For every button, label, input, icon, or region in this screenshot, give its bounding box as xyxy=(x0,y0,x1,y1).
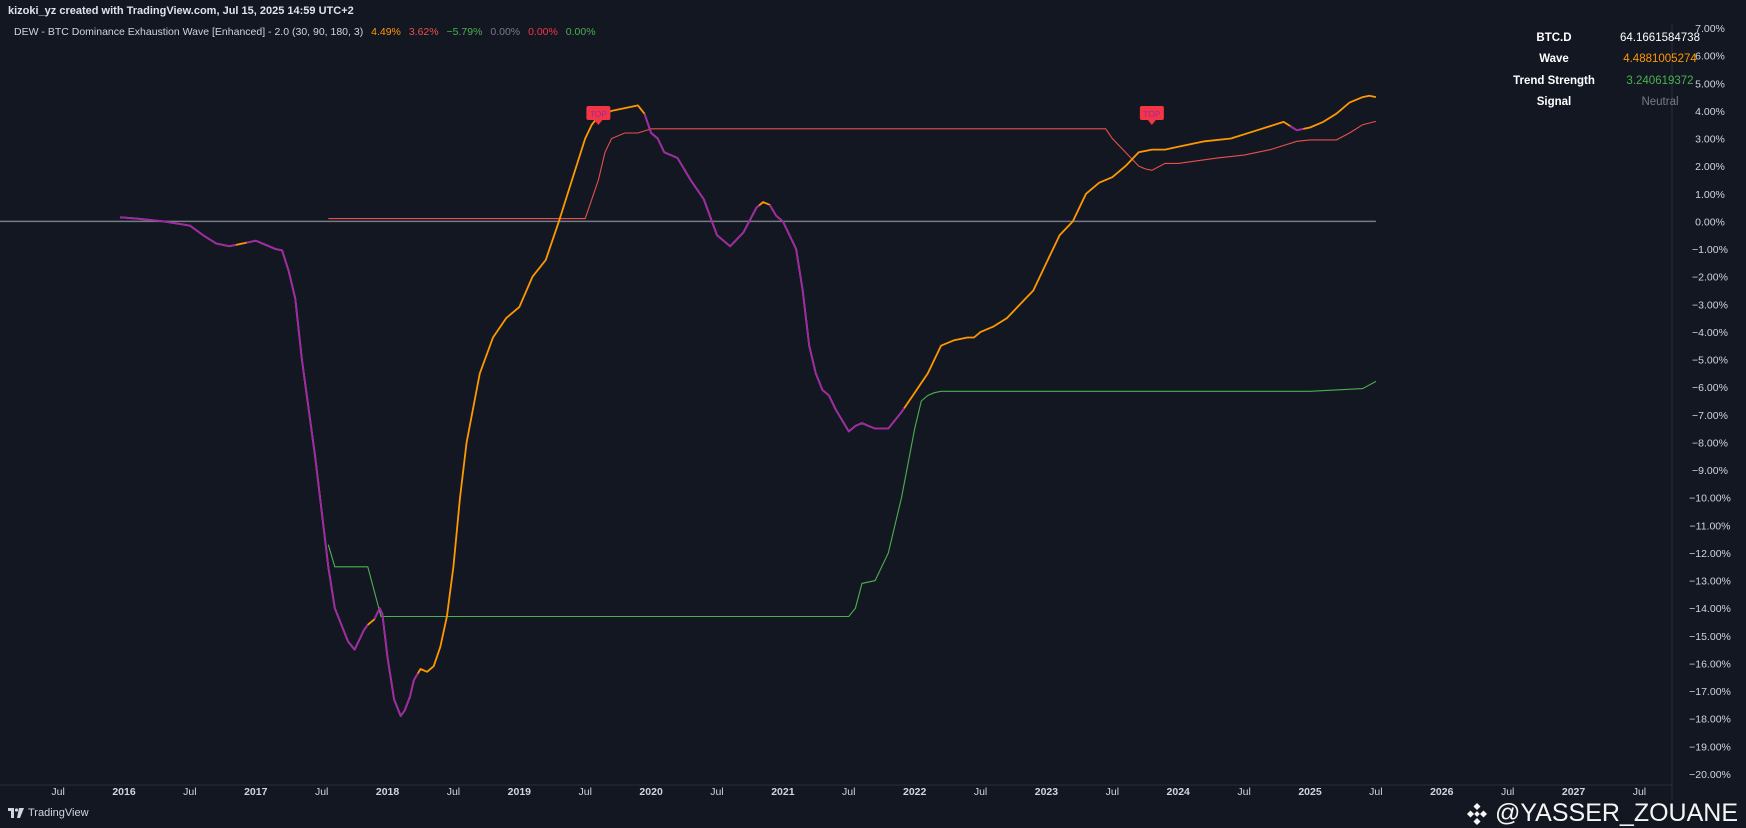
tradingview-brand: TradingView xyxy=(28,807,89,819)
top-marker-pointer xyxy=(1147,119,1156,125)
info-table: BTC.D 64.1661584738 Wave 4.4881005274 Tr… xyxy=(1508,27,1720,113)
info-value: 64.1661584738 xyxy=(1620,31,1700,44)
lower_band-line xyxy=(327,380,1377,618)
wave-line-purple xyxy=(1289,125,1304,132)
y-tick-label: 1.00% xyxy=(1695,189,1725,201)
y-tick-label: 4.00% xyxy=(1695,106,1725,118)
y-tick-label: −4.00% xyxy=(1692,327,1728,339)
footer-bar: TradingView xyxy=(0,800,1746,828)
x-tick-label: Jul xyxy=(1501,786,1514,798)
info-row-signal: Signal Neutral xyxy=(1508,92,1720,114)
x-tick-label: 2024 xyxy=(1167,786,1191,798)
chart-canvas[interactable]: 7.00% 6.00% 5.00% 4.00% 3.00% 2.00% 1.00% 0.00%… xyxy=(0,23,1746,800)
wave-line-purple xyxy=(119,216,237,248)
y-tick-label: −2.00% xyxy=(1692,272,1728,284)
x-tick-label: Jul xyxy=(1237,786,1250,798)
y-tick-label: −15.00% xyxy=(1689,631,1731,643)
top-marker xyxy=(1139,105,1164,120)
legend-value-upper: 3.62% xyxy=(408,26,439,38)
y-tick-label: −11.00% xyxy=(1690,520,1731,532)
info-row-wave: Wave 4.4881005274 xyxy=(1508,49,1720,71)
chart-area[interactable]: 7.00% 6.00% 5.00% 4.00% 3.00% 2.00% 1.00% 0.00%… xyxy=(0,23,1746,800)
y-tick-label: −20.00% xyxy=(1689,769,1731,781)
y-tick-label: −6.00% xyxy=(1692,382,1728,394)
legend-value-bottom: 0.00% xyxy=(565,26,596,38)
info-value: Neutral xyxy=(1641,96,1679,109)
y-tick-label: −10.00% xyxy=(1689,493,1731,505)
x-tick-label: 2026 xyxy=(1430,786,1454,798)
x-tick-label: Jul xyxy=(1106,786,1119,798)
x-tick-label: 2018 xyxy=(376,786,400,798)
watermark: @YASSER_ZOUANE xyxy=(1465,799,1738,828)
y-tick-label: 6.00% xyxy=(1695,51,1725,63)
y-tick-label: −7.00% xyxy=(1692,410,1728,422)
x-tick-label: 2020 xyxy=(639,786,663,798)
y-tick-label: 3.00% xyxy=(1695,134,1725,146)
y-tick-label: 7.00% xyxy=(1695,23,1725,35)
x-tick-label: Jul xyxy=(51,786,64,798)
legend-value-wave: 4.49% xyxy=(371,26,401,38)
x-tick-label: Jul xyxy=(710,786,723,798)
y-tick-label: 5.00% xyxy=(1695,78,1725,90)
wave-line-purple xyxy=(768,204,905,433)
wave-line-purple xyxy=(643,113,760,248)
info-value: 4.4881005274 xyxy=(1623,53,1697,66)
y-tick-label: −8.00% xyxy=(1692,437,1728,449)
legend-value-zero: 0.00% xyxy=(490,26,521,38)
x-tick-label: 2022 xyxy=(903,786,927,798)
info-key: BTC.D xyxy=(1536,31,1572,44)
binance-diamond-icon xyxy=(1466,802,1488,825)
y-tick-label: −9.00% xyxy=(1692,465,1728,477)
info-key: Signal xyxy=(1536,96,1572,109)
x-tick-label: Jul xyxy=(1633,786,1646,798)
indicator-legend[interactable]: DEW - BTC Dominance Exhaustion Wave [Enh… xyxy=(14,26,601,38)
y-tick-label: 0.00% xyxy=(1695,216,1725,228)
attribution-bar: kizoki_yz created with TradingView.com, … xyxy=(0,0,1746,23)
tradingview-icon xyxy=(8,808,24,818)
y-tick-label: −18.00% xyxy=(1689,714,1731,726)
attribution-text: kizoki_yz created with TradingView.com, … xyxy=(8,5,354,17)
legend-value-lower: −5.79% xyxy=(446,26,483,38)
x-tick-label: 2016 xyxy=(112,786,136,798)
top-marker-pointer xyxy=(594,119,603,125)
x-tick-label: Jul xyxy=(842,786,855,798)
indicator-name: DEW - BTC Dominance Exhaustion Wave [Enh… xyxy=(14,26,364,38)
info-key: Trend Strength xyxy=(1513,74,1595,87)
x-tick-label: 2023 xyxy=(1035,786,1059,798)
x-tick-label: 2025 xyxy=(1298,786,1322,798)
top-marker-label: TOP xyxy=(1143,109,1161,119)
y-tick-label: −14.00% xyxy=(1689,603,1731,615)
x-tick-label: Jul xyxy=(579,786,592,798)
x-tick-label: 2027 xyxy=(1562,786,1586,798)
info-row-btcd: BTC.D 64.1661584738 xyxy=(1508,27,1720,49)
wave-line-purple xyxy=(246,239,369,651)
y-tick-label: −5.00% xyxy=(1692,355,1728,367)
x-tick-label: Jul xyxy=(1369,786,1382,798)
x-tick-label: 2017 xyxy=(244,786,268,798)
x-tick-label: Jul xyxy=(974,786,987,798)
y-tick-label: −16.00% xyxy=(1689,658,1731,670)
wave-line-purple xyxy=(373,607,419,717)
y-tick-label: −12.00% xyxy=(1689,548,1731,560)
y-tick-label: −3.00% xyxy=(1692,299,1728,311)
tradingview-logo[interactable]: TradingView xyxy=(8,807,89,819)
x-tick-label: Jul xyxy=(183,786,196,798)
x-tick-label: Jul xyxy=(315,786,328,798)
info-row-trend: Trend Strength 3.240619372 xyxy=(1508,70,1720,92)
top-marker xyxy=(586,105,611,120)
legend-value-top: 0.00% xyxy=(528,26,558,38)
x-tick-label: 2019 xyxy=(508,786,532,798)
info-value: 3.240619372 xyxy=(1626,74,1694,87)
x-tick-label: 2021 xyxy=(771,786,795,798)
y-tick-label: −13.00% xyxy=(1689,576,1731,588)
price-axis-background xyxy=(1672,23,1746,800)
x-tick-label: Jul xyxy=(447,786,460,798)
info-key: Wave xyxy=(1539,53,1569,66)
y-tick-label: −17.00% xyxy=(1689,686,1731,698)
y-tick-label: −1.00% xyxy=(1692,244,1728,256)
y-tick-label: −19.00% xyxy=(1689,741,1731,753)
y-tick-label: 2.00% xyxy=(1695,161,1725,173)
top-marker-label: TOP xyxy=(590,109,608,119)
watermark-text: @YASSER_ZOUANE xyxy=(1494,799,1738,827)
